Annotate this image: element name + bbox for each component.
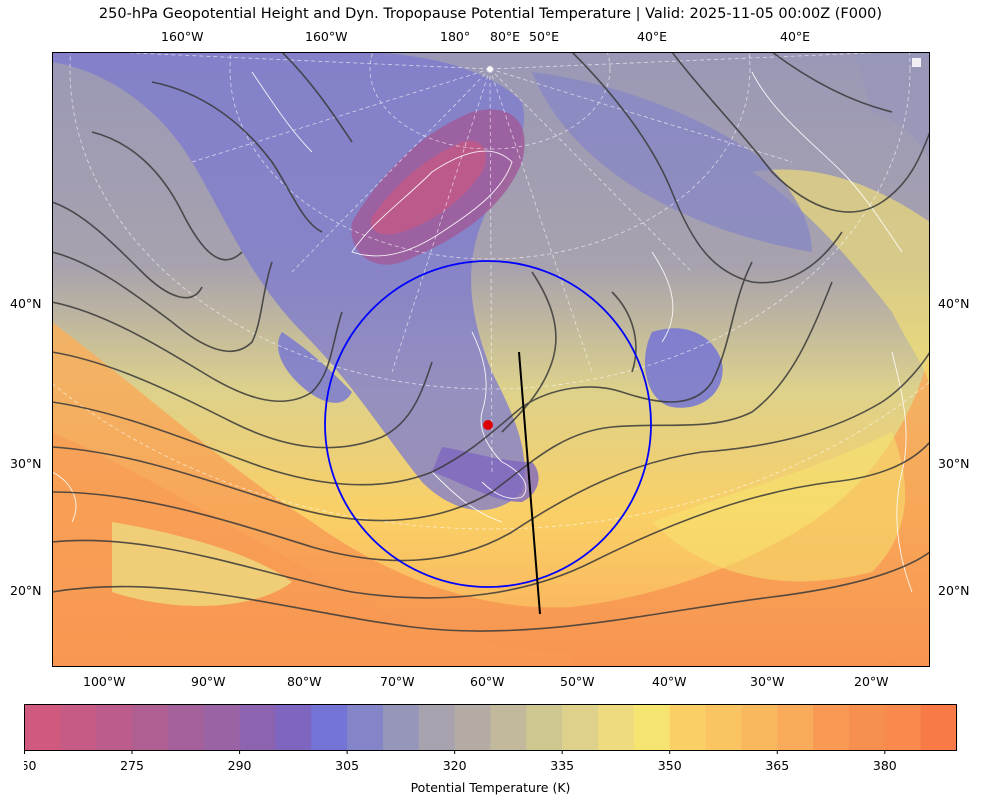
coastlines <box>52 71 913 593</box>
colorbar-frame <box>24 704 957 751</box>
colorbar-tick-label: 275 <box>120 758 144 773</box>
right-lat-label: 20°N <box>938 583 970 598</box>
warm-air-region <box>52 432 572 667</box>
bottom-lon-label: 50°W <box>560 674 595 689</box>
colorbar-tick-label: 320 <box>443 758 467 773</box>
cold-air-trough <box>852 52 930 162</box>
potential-temperature-map[interactable] <box>52 52 930 667</box>
yellow-band <box>652 432 906 582</box>
height-contours <box>52 52 930 632</box>
yellow-band <box>112 522 292 606</box>
colorbar-tick-label: 290 <box>228 758 252 773</box>
right-lat-label: 40°N <box>938 296 970 311</box>
cross-section-line <box>518 351 541 615</box>
colorbar-cell <box>813 704 850 751</box>
yellow-band <box>752 169 930 392</box>
colorbar-cell <box>920 704 958 751</box>
colorbar-cell <box>562 704 599 751</box>
colorbar-cell <box>239 704 277 751</box>
colorbar-cell <box>741 704 778 751</box>
bottom-lon-label: 70°W <box>380 674 415 689</box>
colorbar-cell <box>60 704 97 751</box>
colorbar-tick-label: 365 <box>765 758 789 773</box>
colorbar-tick-label: 350 <box>658 758 682 773</box>
cold-core <box>371 141 486 235</box>
colorbar-cells <box>24 704 958 751</box>
colorbar-cell <box>382 704 420 751</box>
colorbar-cell <box>490 704 527 751</box>
colorbar-cell <box>633 704 671 751</box>
colorbar-cell <box>311 704 348 751</box>
colorbar-tick-label: 380 <box>873 758 897 773</box>
colorbar-cell <box>275 704 312 751</box>
top-lon-label: 80°E <box>490 29 521 44</box>
colorbar-cell <box>526 704 563 751</box>
top-lon-label: 180° <box>440 29 471 44</box>
map-title: 250-hPa Geopotential Height and Dyn. Tro… <box>98 6 883 22</box>
left-lat-label: 20°N <box>10 583 42 598</box>
colorbar-cell <box>132 704 169 751</box>
map-frame <box>52 52 930 667</box>
left-lat-label: 30°N <box>10 456 42 471</box>
colorbar-label: Potential Temperature (K) <box>410 780 571 795</box>
colorbar-cell <box>669 704 707 751</box>
colorbar-ticks: 260 275 290 305 320 335 350 365 380 <box>24 750 897 773</box>
colorbar-tick-label: 305 <box>335 758 359 773</box>
cold-air-trough <box>277 332 352 403</box>
bottom-lon-label: 80°W <box>287 674 322 689</box>
bottom-lon-label: 40°W <box>652 674 687 689</box>
cold-air-trough <box>432 447 539 502</box>
colorbar-cell <box>24 704 61 751</box>
corner-marker <box>912 58 921 67</box>
bottom-lon-label: 30°W <box>750 674 785 689</box>
colorbar-cell <box>418 704 456 751</box>
colorbar-tick-label: 335 <box>550 758 574 773</box>
focus-circle <box>324 260 652 588</box>
bottom-lon-label: 90°W <box>191 674 226 689</box>
top-lon-label: 50°E <box>529 29 560 44</box>
colorbar-cell <box>347 704 384 751</box>
pole-marker <box>487 66 493 72</box>
colorbar-cell <box>884 704 922 751</box>
colorbar: 260 275 290 305 320 335 350 365 380 <box>24 704 958 773</box>
colorbar-cell <box>167 704 205 751</box>
top-lon-label: 160°W <box>161 29 204 44</box>
cutoff-low <box>644 328 723 408</box>
colorbar-cell <box>848 704 886 751</box>
top-lon-label: 160°W <box>305 29 348 44</box>
top-lon-label: 40°E <box>780 29 811 44</box>
bottom-lon-label: 20°W <box>854 674 889 689</box>
colorbar-cell <box>705 704 743 751</box>
colorbar-cell <box>96 704 133 751</box>
colorbar-cell <box>598 704 635 751</box>
bottom-lon-label: 60°W <box>470 674 505 689</box>
right-lat-label: 30°N <box>938 456 970 471</box>
cold-air-trough <box>532 72 812 252</box>
colorbar-tick-label: 260 <box>24 758 36 773</box>
bottom-lon-label: 100°W <box>83 674 126 689</box>
colorbar-cell <box>454 704 492 751</box>
low-center-marker <box>483 420 493 430</box>
colorbar-cell <box>203 704 241 751</box>
left-lat-label: 40°N <box>10 296 42 311</box>
colorbar-cell <box>777 704 814 751</box>
graticule <box>52 52 930 530</box>
top-lon-label: 40°E <box>637 29 668 44</box>
